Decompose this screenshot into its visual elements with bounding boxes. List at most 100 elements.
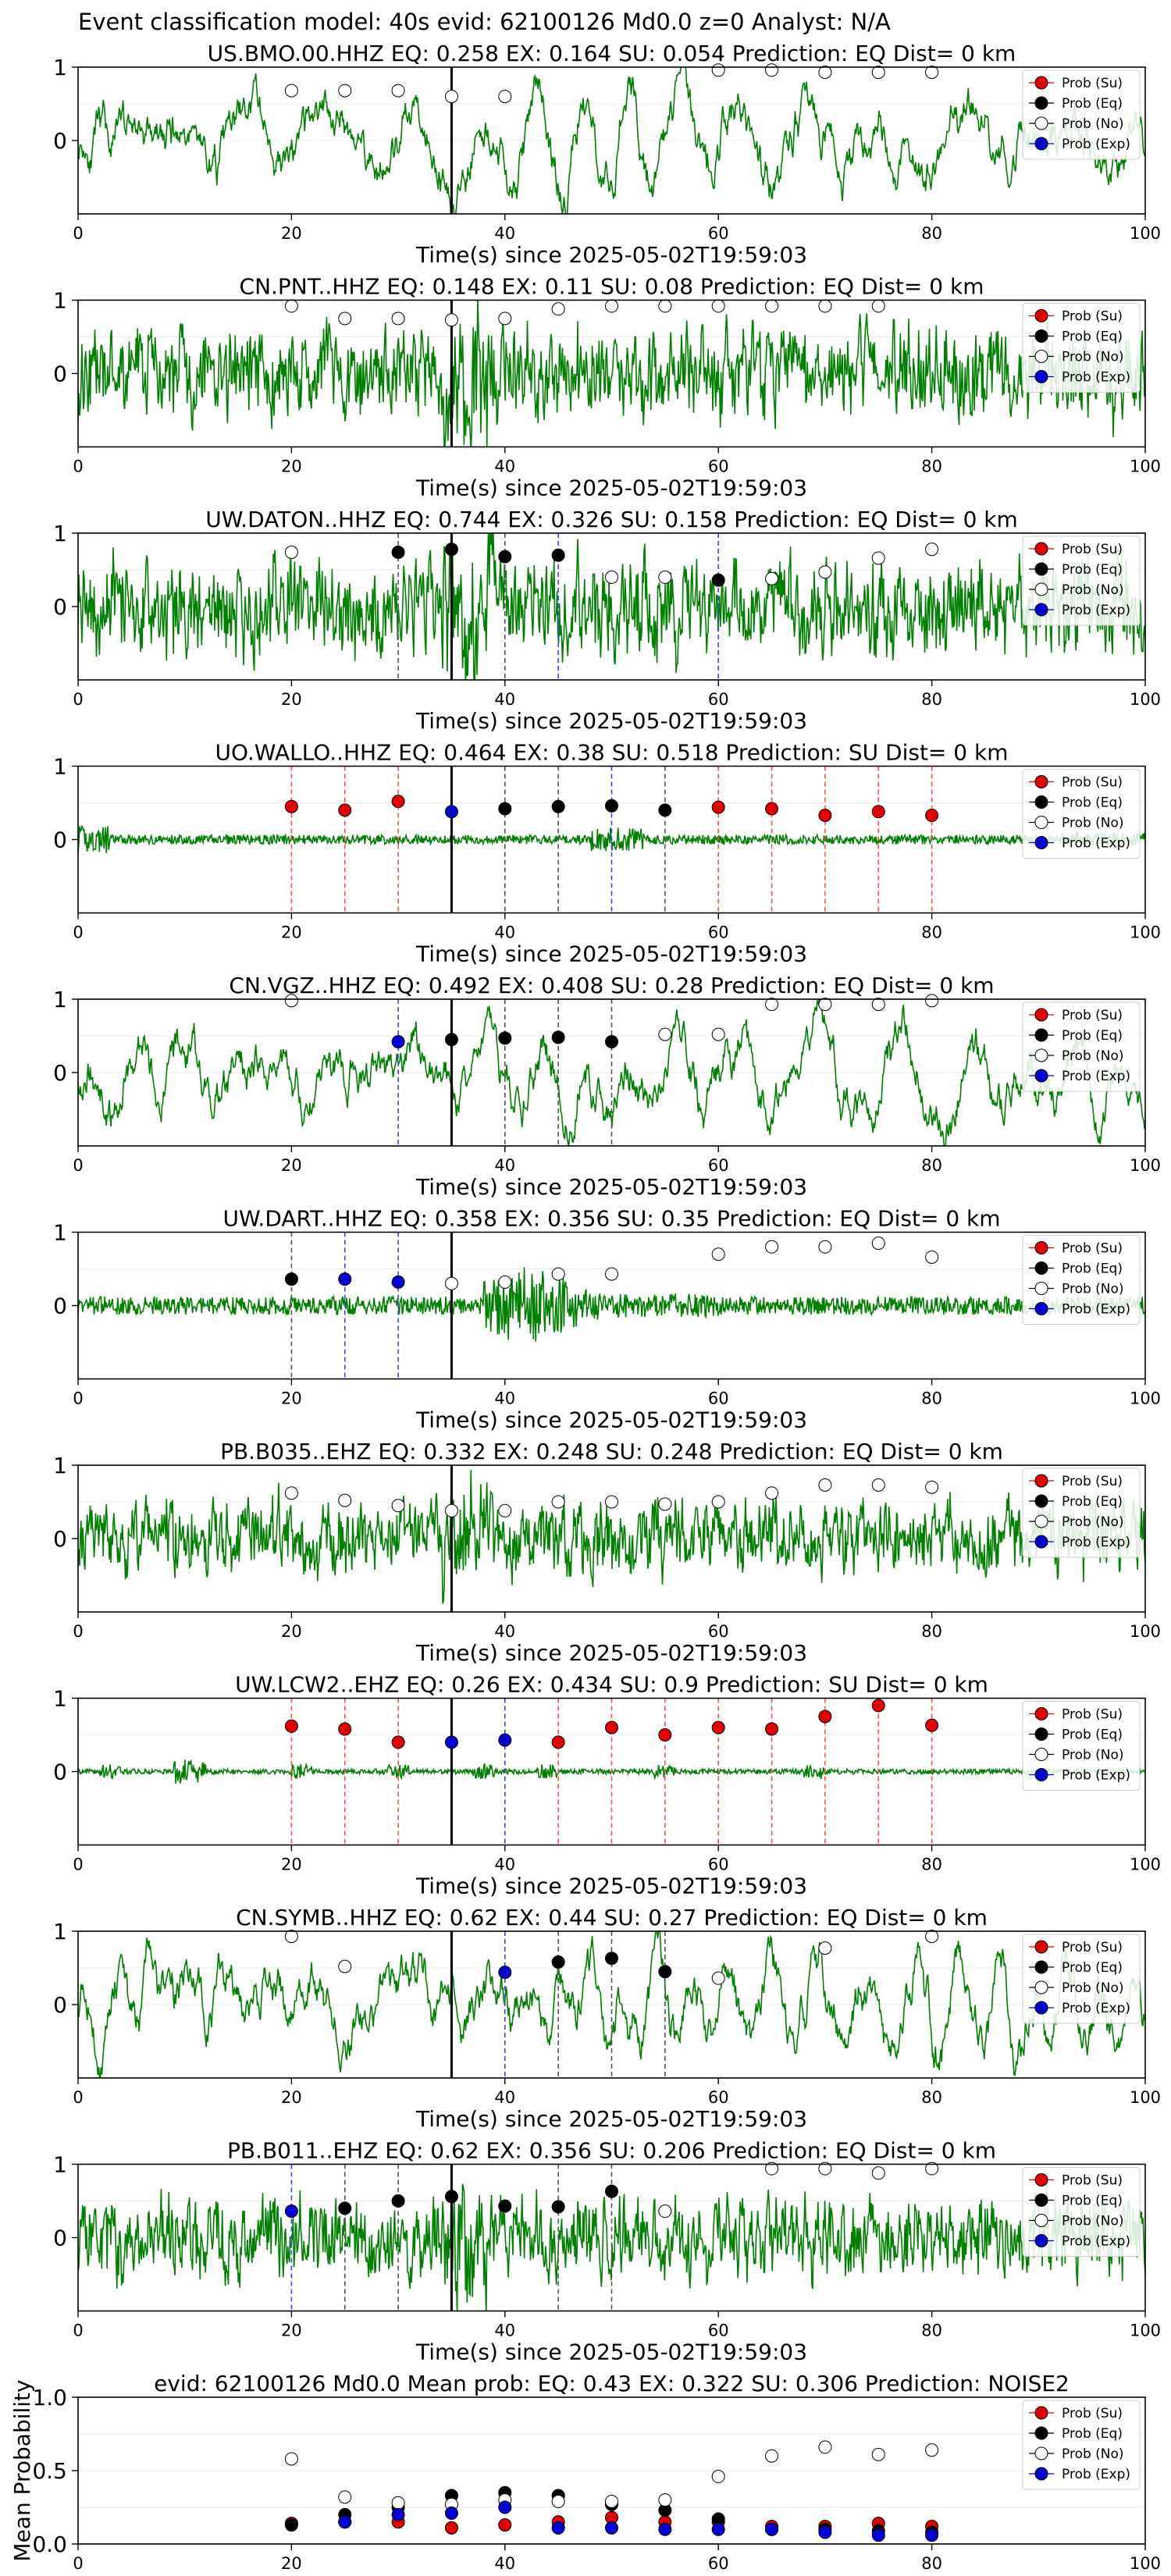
x-tick-label: 80 (921, 1622, 942, 1641)
prob-point-no (338, 1959, 352, 1973)
legend-marker-eq (1034, 1261, 1048, 1275)
prob-point-eq (444, 1033, 458, 1047)
prob-point-su (818, 1710, 832, 1724)
panel-title: UW.DATON..HHZ EQ: 0.744 EX: 0.326 SU: 0.… (205, 507, 1018, 532)
prob-point-su (925, 808, 939, 822)
prob-point-no (658, 1027, 672, 1041)
prob-point-no (711, 1971, 725, 1985)
prob-point-eq (444, 543, 458, 557)
y-tick-label: 0 (53, 1293, 67, 1319)
prob-point-no (711, 1247, 725, 1261)
x-axis-label: Time(s) since 2025-05-02T19:59:03 (415, 1640, 807, 1666)
prob-point-no (605, 299, 618, 313)
legend-marker-no (1034, 116, 1048, 130)
legend-marker-no (1034, 2214, 1048, 2227)
prob-point-exp (284, 2204, 298, 2218)
legend-marker-exp (1034, 1302, 1048, 1315)
legend-box (1022, 2167, 1141, 2257)
panel-4: UO.WALLO..HHZ EQ: 0.464 EX: 0.38 SU: 0.5… (53, 740, 1161, 967)
x-tick-label: 40 (494, 2088, 515, 2107)
waveform-trace (78, 999, 1145, 1146)
prob-point-eq (605, 799, 618, 813)
y-tick-label: 0 (53, 594, 67, 620)
mean-point-exp (338, 2515, 352, 2529)
prob-point-eq (498, 802, 512, 816)
mean-point-no (284, 2452, 298, 2466)
legend-marker-no (1034, 1048, 1048, 1062)
x-tick-label: 80 (921, 923, 942, 942)
x-tick-label: 60 (708, 923, 729, 942)
prob-point-no (498, 1275, 512, 1289)
y-tick-label: 1 (53, 1919, 67, 1944)
mean-point-exp (498, 2500, 512, 2514)
panel-2: CN.PNT..HHZ EQ: 0.148 EX: 0.11 SU: 0.08 … (53, 274, 1161, 501)
x-axis-label: Time(s) since 2025-05-02T19:59:03 (415, 2339, 807, 2365)
prob-point-no (925, 1480, 939, 1494)
prob-point-no (925, 66, 939, 80)
x-tick-label: 100 (1130, 224, 1161, 243)
panel-title: CN.VGZ..HHZ EQ: 0.492 EX: 0.408 SU: 0.28… (229, 973, 994, 998)
prob-point-no (498, 90, 512, 104)
prob-point-no (444, 90, 458, 104)
mean-point-no (551, 2494, 565, 2508)
prob-point-eq (391, 2194, 405, 2208)
prob-point-eq (498, 550, 512, 564)
x-tick-label: 80 (921, 1389, 942, 1408)
prob-point-su (284, 799, 298, 813)
prob-point-no (711, 1027, 725, 1041)
legend-marker-exp (1034, 836, 1048, 849)
legend-label-exp: Prob (Exp) (1062, 370, 1130, 386)
x-tick-label: 40 (494, 1156, 515, 1175)
x-axis-label: Time(s) since 2025-05-02T19:59:03 (415, 941, 807, 967)
panel-title: CN.SYMB..HHZ EQ: 0.62 EX: 0.44 SU: 0.27 … (236, 1905, 988, 1930)
legend-marker-eq (1034, 96, 1048, 110)
legend-label-exp: Prob (Exp) (1062, 2234, 1130, 2250)
prob-point-no (818, 66, 832, 80)
prob-point-no (925, 1250, 939, 1264)
prob-point-eq (711, 573, 725, 587)
legend-label-eq: Prob (Eq) (1062, 1028, 1123, 1044)
prob-point-no (925, 543, 939, 557)
prob-point-su (765, 802, 779, 816)
prob-point-no (818, 1240, 832, 1254)
mean-point-exp (391, 2507, 405, 2521)
legend-marker-eq (1034, 2194, 1048, 2207)
x-tick-label: 20 (281, 923, 302, 942)
y-tick-label: 1 (53, 1686, 67, 1712)
legend-marker-su (1034, 76, 1048, 90)
prob-point-su (338, 1722, 352, 1736)
prob-point-eq (658, 1965, 672, 1979)
x-tick-label: 40 (494, 1389, 515, 1408)
prob-point-eq (444, 2190, 458, 2204)
prob-point-no (818, 299, 832, 313)
prob-point-su (765, 1722, 779, 1736)
prob-point-no (765, 998, 779, 1012)
prob-point-no (871, 66, 885, 80)
x-tick-label: 0 (73, 2554, 83, 2573)
x-tick-label: 60 (708, 690, 729, 709)
mean-point-no (871, 2447, 885, 2461)
prob-point-exp (498, 1733, 512, 1747)
prob-point-no (871, 1478, 885, 1492)
legend-marker-eq (1034, 329, 1048, 343)
legend-marker-exp (1034, 603, 1048, 617)
legend-marker-no (1034, 1282, 1048, 1295)
legend-label-exp: Prob (Exp) (1062, 1302, 1130, 1318)
prob-point-no (765, 63, 779, 77)
waveform-trace (78, 2181, 1145, 2311)
prob-point-no (871, 998, 885, 1012)
figure-suptitle: Event classification model: 40s evid: 62… (78, 9, 891, 35)
prob-point-no (765, 571, 779, 585)
prob-point-no (391, 311, 405, 326)
legend-box (1022, 535, 1141, 626)
x-axis-label: Time(s) since 2025-05-02T19:59:03 (415, 1873, 807, 1899)
legend-label-eq: Prob (Eq) (1062, 2426, 1123, 2442)
prob-point-no (765, 2161, 779, 2176)
mean-point-eq (284, 2518, 298, 2532)
x-axis-label: Time(s) since 2025-05-02T19:59:03 (415, 708, 807, 734)
x-tick-label: 60 (708, 1389, 729, 1408)
prob-point-no (925, 1930, 939, 1944)
x-tick-label: 0 (73, 690, 83, 709)
y-tick-label: 0 (53, 1759, 67, 1785)
x-tick-label: 100 (1130, 1622, 1161, 1641)
